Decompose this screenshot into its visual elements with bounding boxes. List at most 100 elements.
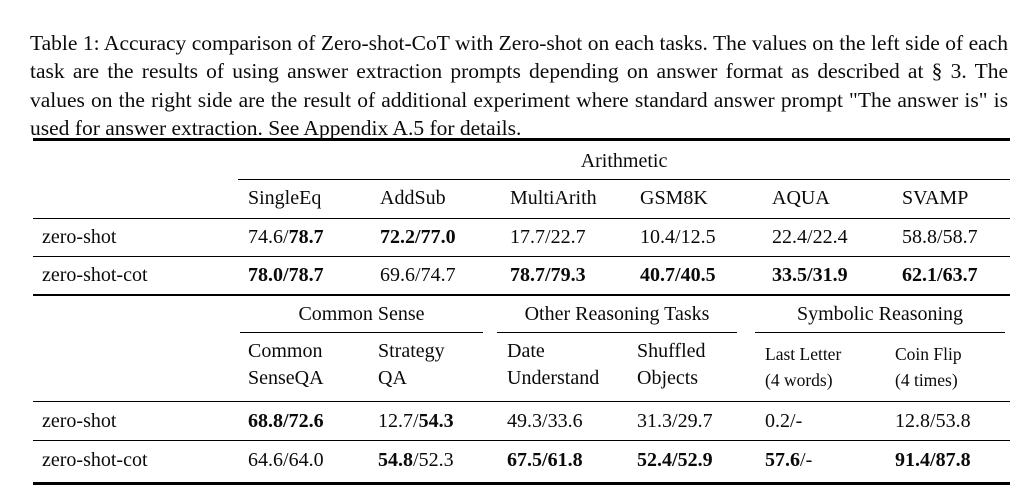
score-left: 49.3 bbox=[507, 410, 542, 432]
score-right: 29.7 bbox=[677, 410, 713, 432]
slash-separator: / bbox=[937, 226, 943, 248]
score-cell: 62.1/63.7 bbox=[892, 256, 1011, 296]
slash-separator: / bbox=[807, 264, 813, 286]
slash-separator: / bbox=[415, 264, 421, 286]
score-right: 12.5 bbox=[680, 226, 716, 248]
group-header-row: Arithmetic bbox=[33, 140, 1011, 180]
score-right: 22.7 bbox=[550, 226, 586, 248]
stub-cell bbox=[33, 333, 238, 402]
slash-separator: / bbox=[807, 226, 813, 248]
score-left: 72.2 bbox=[380, 226, 415, 248]
score-left: 69.6 bbox=[380, 264, 415, 286]
column-header-strategyqa: Strategy QA bbox=[368, 333, 497, 402]
score-cell: 12.8/53.8 bbox=[885, 401, 1011, 441]
column-header-last-letter: Last Letter (4 words) bbox=[755, 333, 885, 402]
group-header-common-sense: Common Sense bbox=[238, 296, 497, 333]
score-right: 40.5 bbox=[680, 264, 716, 286]
column-header-row: SingleEq AddSub MultiArith GSM8K AQUA SV… bbox=[33, 180, 1011, 219]
slash-separator: / bbox=[675, 226, 681, 248]
group-header-label: Other Reasoning Tasks bbox=[524, 303, 710, 325]
score-cell: 68.8/72.6 bbox=[238, 401, 368, 441]
score-right: 31.9 bbox=[812, 264, 848, 286]
column-header-date-understand: Date Understand bbox=[497, 333, 627, 402]
score-right: 58.7 bbox=[942, 226, 978, 248]
score-right: - bbox=[805, 449, 813, 471]
group-header-arithmetic: Arithmetic bbox=[238, 140, 1011, 180]
score-left: 91.4 bbox=[895, 449, 930, 471]
column-header-svamp: SVAMP bbox=[892, 180, 1011, 219]
score-left: 78.0 bbox=[248, 264, 283, 286]
row-label: zero-shot bbox=[33, 218, 238, 257]
slash-separator: / bbox=[283, 410, 289, 432]
score-left: 12.8 bbox=[895, 410, 930, 432]
score-cell: 0.2/- bbox=[755, 401, 885, 441]
score-right: 72.6 bbox=[288, 410, 324, 432]
score-cell: 17.7/22.7 bbox=[500, 218, 630, 257]
column-header-coin-flip: Coin Flip (4 times) bbox=[885, 333, 1011, 402]
score-cell: 52.4/52.9 bbox=[627, 440, 755, 485]
score-right: 77.0 bbox=[420, 226, 456, 248]
column-header-row: Common SenseQA Strategy QA Date Understand … bbox=[33, 333, 1011, 402]
column-header-gsm8k: GSM8K bbox=[630, 180, 762, 219]
score-cell: 33.5/31.9 bbox=[762, 256, 892, 296]
column-header-shuffled-objects: Shuffled Objects bbox=[627, 333, 755, 402]
score-left: 64.6 bbox=[248, 449, 283, 471]
score-left: 67.5 bbox=[507, 449, 542, 471]
group-header-label: Symbolic Reasoning bbox=[796, 303, 964, 325]
slash-separator: / bbox=[545, 226, 551, 248]
table-row-zero-shot: zero-shot 74.6/78.7 72.2/77.0 17.7/22.7 … bbox=[33, 218, 1011, 257]
slash-separator: / bbox=[675, 264, 681, 286]
slash-separator: / bbox=[672, 449, 678, 471]
slash-separator: / bbox=[542, 410, 548, 432]
slash-separator: / bbox=[542, 449, 548, 471]
group-header-row: Common Sense Other Reasoning Tasks Symbo… bbox=[33, 296, 1010, 333]
score-right: 78.7 bbox=[288, 226, 324, 248]
slash-separator: / bbox=[415, 226, 421, 248]
score-right: - bbox=[795, 410, 803, 432]
table-row-zero-shot-cot: zero-shot-cot 78.0/78.7 69.6/74.7 78.7/7… bbox=[33, 256, 1011, 296]
slash-separator: / bbox=[413, 449, 419, 471]
score-right: 78.7 bbox=[288, 264, 324, 286]
score-left: 22.4 bbox=[772, 226, 807, 248]
results-table-other: Common Sense Other Reasoning Tasks Symbo… bbox=[33, 296, 1011, 485]
stub-cell bbox=[33, 180, 238, 219]
score-cell: 74.6/78.7 bbox=[238, 218, 370, 257]
score-left: 0.2 bbox=[765, 410, 790, 432]
score-cell: 22.4/22.4 bbox=[762, 218, 892, 257]
score-right: 61.8 bbox=[547, 449, 583, 471]
column-header-aqua: AQUA bbox=[762, 180, 892, 219]
slash-separator: / bbox=[283, 226, 289, 248]
score-cell: 67.5/61.8 bbox=[497, 440, 627, 485]
score-cell: 64.6/64.0 bbox=[238, 440, 368, 485]
slash-separator: / bbox=[930, 449, 936, 471]
group-header-symbolic-reasoning: Symbolic Reasoning bbox=[755, 296, 1010, 333]
score-left: 54.8 bbox=[378, 449, 413, 471]
slash-separator: / bbox=[790, 410, 796, 432]
group-header-label: Arithmetic bbox=[580, 150, 668, 172]
score-right: 64.0 bbox=[288, 449, 324, 471]
score-left: 68.8 bbox=[248, 410, 283, 432]
slash-separator: / bbox=[672, 410, 678, 432]
slash-separator: / bbox=[283, 449, 289, 471]
score-cell: 58.8/58.7 bbox=[892, 218, 1011, 257]
score-cell: 40.7/40.5 bbox=[630, 256, 762, 296]
results-table-arithmetic: Arithmetic SingleEq AddSub MultiArith GS… bbox=[33, 138, 1011, 296]
score-left: 74.6 bbox=[248, 226, 283, 248]
column-header-multiarith: MultiArith bbox=[500, 180, 630, 219]
score-cell: 12.7/54.3 bbox=[368, 401, 497, 441]
score-left: 58.8 bbox=[902, 226, 937, 248]
score-left: 57.6 bbox=[765, 449, 800, 471]
score-right: 53.8 bbox=[935, 410, 971, 432]
slash-separator: / bbox=[800, 449, 806, 471]
slash-separator: / bbox=[413, 410, 419, 432]
row-label: zero-shot-cot bbox=[33, 440, 238, 485]
column-header-commonsenseqa: Common SenseQA bbox=[238, 333, 368, 402]
score-cell: 10.4/12.5 bbox=[630, 218, 762, 257]
score-cell: 78.0/78.7 bbox=[238, 256, 370, 296]
score-left: 62.1 bbox=[902, 264, 937, 286]
stub-cell bbox=[33, 296, 238, 333]
score-cell: 57.6/- bbox=[755, 440, 885, 485]
score-left: 78.7 bbox=[510, 264, 545, 286]
score-left: 17.7 bbox=[510, 226, 545, 248]
